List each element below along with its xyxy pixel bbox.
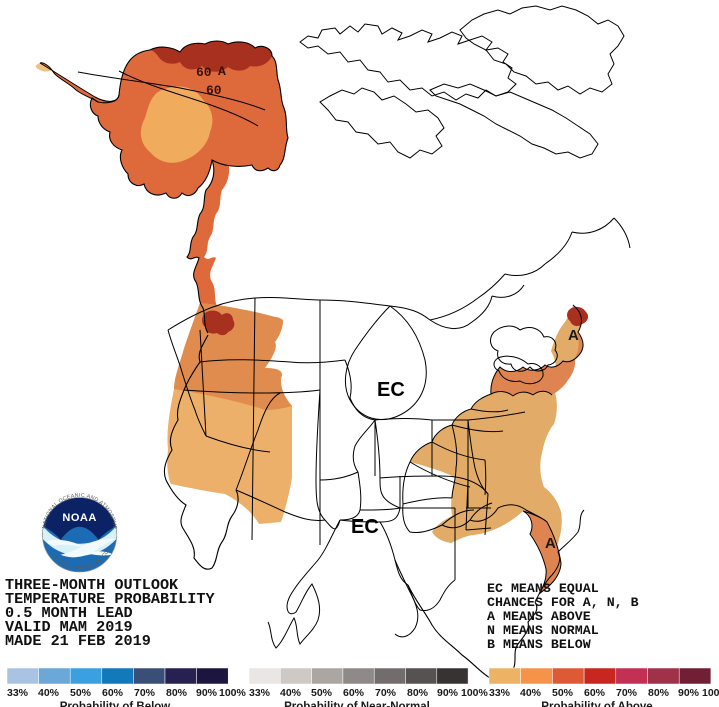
svg-text:EC MEANS EQUAL: EC MEANS EQUAL xyxy=(487,581,599,596)
svg-text:60: 60 xyxy=(206,83,222,98)
svg-text:B MEANS BELOW: B MEANS BELOW xyxy=(487,637,591,652)
svg-text:70%: 70% xyxy=(375,687,397,699)
svg-text:80%: 80% xyxy=(166,687,188,699)
svg-text:80%: 80% xyxy=(407,687,429,699)
svg-text:100%: 100% xyxy=(219,687,247,699)
svg-text:MADE 21 FEB 2019: MADE 21 FEB 2019 xyxy=(5,632,151,650)
svg-text:90%: 90% xyxy=(437,687,459,699)
svg-text:80%: 80% xyxy=(648,687,670,699)
svg-text:90%: 90% xyxy=(678,687,700,699)
svg-text:Probability of Below: Probability of Below xyxy=(60,701,171,707)
svg-text:33%: 33% xyxy=(249,687,271,699)
svg-text:60%: 60% xyxy=(102,687,124,699)
svg-text:60%: 60% xyxy=(343,687,365,699)
svg-text:100%: 100% xyxy=(461,687,489,699)
svg-text:A: A xyxy=(218,64,226,79)
svg-text:100%: 100% xyxy=(702,687,719,699)
svg-text:A: A xyxy=(545,535,556,552)
svg-text:60%: 60% xyxy=(584,687,606,699)
svg-text:50%: 50% xyxy=(70,687,92,699)
svg-text:A MEANS ABOVE: A MEANS ABOVE xyxy=(487,609,591,624)
svg-text:33%: 33% xyxy=(7,687,29,699)
svg-text:40%: 40% xyxy=(38,687,60,699)
svg-text:EC: EC xyxy=(351,516,379,538)
svg-text:60: 60 xyxy=(196,65,212,80)
svg-text:N MEANS NORMAL: N MEANS NORMAL xyxy=(487,623,599,638)
svg-text:40%: 40% xyxy=(280,687,302,699)
svg-text:40%: 40% xyxy=(520,687,542,699)
svg-text:70%: 70% xyxy=(134,687,156,699)
svg-text:NOAA: NOAA xyxy=(62,512,96,524)
svg-text:50%: 50% xyxy=(552,687,574,699)
svg-text:90%: 90% xyxy=(196,687,218,699)
svg-text:A: A xyxy=(568,327,579,344)
svg-text:Probability of Near-Normal: Probability of Near-Normal xyxy=(284,701,430,707)
svg-text:70%: 70% xyxy=(616,687,638,699)
svg-text:EC: EC xyxy=(377,379,405,401)
svg-text:CHANCES FOR A, N, B: CHANCES FOR A, N, B xyxy=(487,595,639,610)
svg-text:50%: 50% xyxy=(311,687,333,699)
svg-text:Probability of Above: Probability of Above xyxy=(541,701,652,707)
svg-text:33%: 33% xyxy=(489,687,511,699)
